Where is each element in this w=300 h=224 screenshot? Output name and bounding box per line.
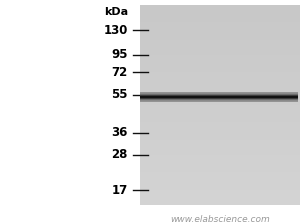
Bar (140, 7, 300, 10)
Bar (140, 147, 300, 150)
Bar (140, 58, 300, 60)
Bar (140, 130, 300, 133)
Bar (140, 90, 300, 93)
Text: 95: 95 (112, 49, 128, 62)
Bar (140, 13, 300, 15)
Bar (140, 180, 300, 183)
Bar (140, 155, 300, 157)
Bar (140, 96, 298, 97)
Text: 36: 36 (112, 127, 128, 140)
Text: 130: 130 (103, 24, 128, 37)
Bar (140, 45, 300, 47)
Bar (140, 175, 300, 177)
Bar (140, 177, 300, 180)
Bar (140, 192, 300, 195)
Text: 17: 17 (112, 183, 128, 196)
Bar (140, 30, 300, 32)
Bar (140, 15, 300, 17)
Bar (140, 35, 300, 37)
Bar (140, 82, 300, 85)
Bar (140, 10, 300, 13)
Bar (140, 195, 300, 198)
Bar (140, 115, 300, 118)
Bar (140, 97, 298, 98)
Text: 55: 55 (112, 88, 128, 101)
Bar (140, 52, 300, 55)
Bar (140, 80, 300, 82)
Bar (140, 145, 300, 147)
Bar (140, 65, 300, 67)
Bar (140, 93, 300, 95)
Bar (140, 95, 300, 97)
Bar (140, 168, 300, 170)
Bar (140, 127, 300, 130)
Bar (140, 47, 300, 50)
Bar (140, 101, 298, 102)
Bar (140, 75, 300, 78)
Bar (140, 40, 300, 43)
Bar (140, 202, 300, 205)
Bar (140, 183, 300, 185)
Bar (140, 62, 300, 65)
Bar (140, 110, 300, 112)
Bar (140, 22, 300, 25)
Bar (140, 95, 298, 96)
Bar (140, 153, 300, 155)
Bar (140, 150, 300, 153)
Bar (140, 88, 300, 90)
Bar (140, 105, 300, 108)
Bar (140, 50, 300, 52)
Bar (140, 118, 300, 120)
Text: kDa: kDa (104, 7, 128, 17)
Bar (140, 99, 298, 100)
Bar (140, 94, 298, 95)
Bar (140, 32, 300, 35)
Bar (140, 160, 300, 162)
Bar (140, 108, 300, 110)
Text: 72: 72 (112, 65, 128, 78)
Bar (140, 20, 300, 22)
Bar (140, 172, 300, 175)
Bar (140, 165, 300, 168)
Bar (140, 92, 298, 93)
Bar (140, 187, 300, 190)
Bar (140, 170, 300, 172)
Bar (140, 112, 300, 115)
Text: 28: 28 (112, 149, 128, 162)
Bar (140, 185, 300, 187)
Bar (140, 98, 298, 99)
Bar (140, 200, 300, 202)
Bar (140, 100, 298, 101)
Bar (140, 28, 300, 30)
Bar (140, 100, 300, 103)
Bar (140, 85, 300, 88)
Bar (140, 25, 300, 28)
Bar (140, 120, 300, 123)
Bar (140, 103, 300, 105)
Bar (140, 67, 300, 70)
Bar (140, 198, 300, 200)
Bar (140, 37, 300, 40)
Bar (140, 73, 300, 75)
Bar (140, 97, 300, 100)
Bar (140, 60, 300, 62)
Bar (140, 125, 300, 127)
Bar (140, 17, 300, 20)
Bar (140, 43, 300, 45)
Bar (140, 157, 300, 160)
Bar (140, 133, 300, 135)
Bar (140, 93, 298, 94)
Bar (140, 140, 300, 142)
Bar (140, 5, 300, 7)
Bar (140, 190, 300, 192)
Bar (140, 162, 300, 165)
Bar (140, 138, 300, 140)
Bar (140, 70, 300, 73)
Bar (140, 135, 300, 138)
Bar (140, 123, 300, 125)
Bar (140, 78, 300, 80)
Bar (140, 142, 300, 145)
Bar (140, 55, 300, 58)
Text: www.elabscience.com: www.elabscience.com (170, 215, 270, 224)
